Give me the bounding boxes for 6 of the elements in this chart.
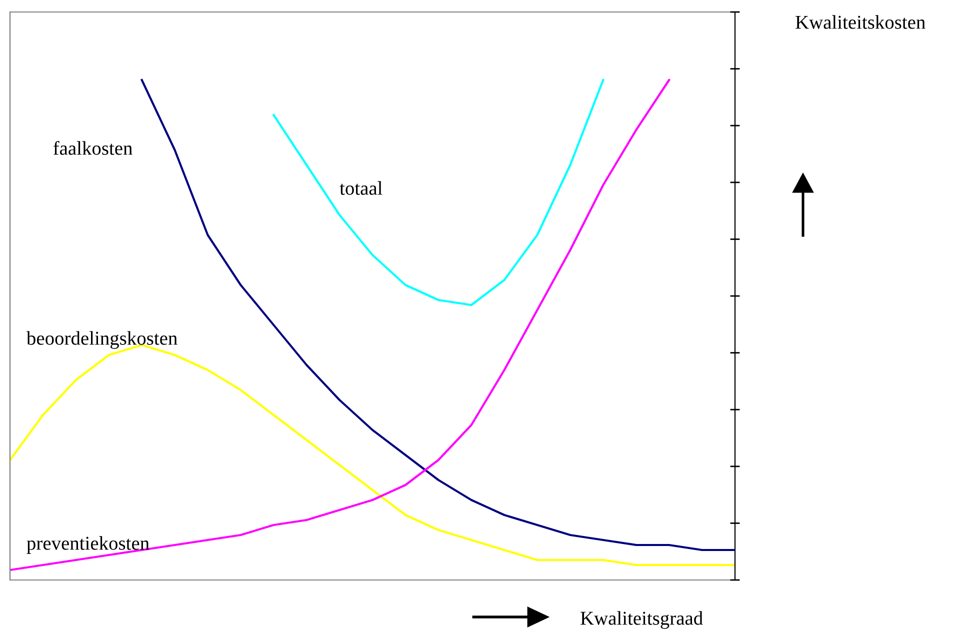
series-label: preventiekosten [26, 536, 150, 554]
series-label: faalkosten [53, 140, 132, 155]
series-label: beoordelingskosten [26, 331, 178, 349]
x-axis-title: Kwaliteitsgraad [580, 611, 703, 629]
series-label: totaal [340, 181, 382, 195]
y-axis-title: Kwaliteitskosten [796, 15, 926, 29]
